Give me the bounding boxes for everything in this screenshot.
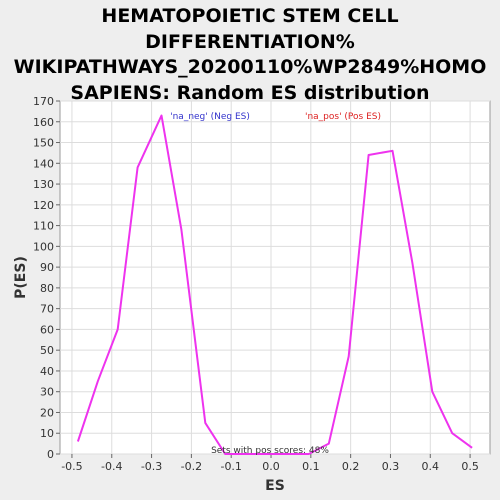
y-tick-label: 70 xyxy=(40,303,54,316)
pos-scores-annotation: Sets with pos scores: 48% xyxy=(211,446,329,456)
y-tick-label: 80 xyxy=(40,282,54,295)
y-tick-label: 140 xyxy=(33,157,54,170)
x-tick-label: 0.4 xyxy=(422,460,440,473)
x-tick-label: 0.3 xyxy=(382,460,400,473)
x-tick-label: 0.5 xyxy=(461,460,479,473)
chart-title-line-2: DIFFERENTIATION% xyxy=(145,30,355,53)
y-tick-label: 120 xyxy=(33,199,54,212)
series-line xyxy=(76,114,473,455)
axes: 0 10 20 30 40 50 60 70 80 90 100 110 120 130 140 150 160… xyxy=(33,95,479,473)
x-axis-title: ES xyxy=(265,478,285,494)
grid-lines xyxy=(60,100,490,455)
y-tick-label: 150 xyxy=(33,137,54,150)
y-tick-label: 30 xyxy=(40,386,54,399)
y-tick-label: 40 xyxy=(40,365,54,378)
x-tick-label: 0.2 xyxy=(342,460,360,473)
x-tick-label: -0.4 xyxy=(101,460,122,473)
legend-pos-es: 'na_pos' (Pos ES) xyxy=(305,112,381,122)
x-tick-label: -0.1 xyxy=(220,460,241,473)
y-tick-label: 130 xyxy=(33,178,54,191)
y-tick-label: 60 xyxy=(40,323,54,336)
chart-title-line-4: SAPIENS: Random ES distribution xyxy=(70,81,430,104)
x-tick-label: -0.5 xyxy=(61,460,82,473)
y-axis-title: P(ES) xyxy=(13,256,29,299)
x-tick-label: 0.1 xyxy=(302,460,320,473)
x-tick-label: 0.0 xyxy=(262,460,280,473)
plot-area xyxy=(59,100,491,455)
y-tick-label: 170 xyxy=(33,95,54,108)
y-tick-label: 50 xyxy=(40,344,54,357)
y-tick-label: 110 xyxy=(33,220,54,233)
series-layer xyxy=(76,114,473,455)
y-tick-label: 20 xyxy=(40,406,54,419)
y-tick-label: 0 xyxy=(47,448,54,461)
x-tick-label: -0.2 xyxy=(181,460,202,473)
y-tick-label: 90 xyxy=(40,261,54,274)
y-tick-label: 160 xyxy=(33,116,54,129)
chart-title-line-3: WIKIPATHWAYS_20200110%WP2849%HOMO xyxy=(13,56,487,78)
chart-title-line-1: HEMATOPOIETIC STEM CELL xyxy=(101,5,399,27)
y-tick-label: 10 xyxy=(40,427,54,440)
legend-neg-es: 'na_neg' (Neg ES) xyxy=(170,112,250,122)
y-tick-label: 100 xyxy=(33,240,54,253)
chart-title: HEMATOPOIETIC STEM CELL DIFFERENTIATION%… xyxy=(0,4,500,106)
x-tick-label: -0.3 xyxy=(141,460,162,473)
